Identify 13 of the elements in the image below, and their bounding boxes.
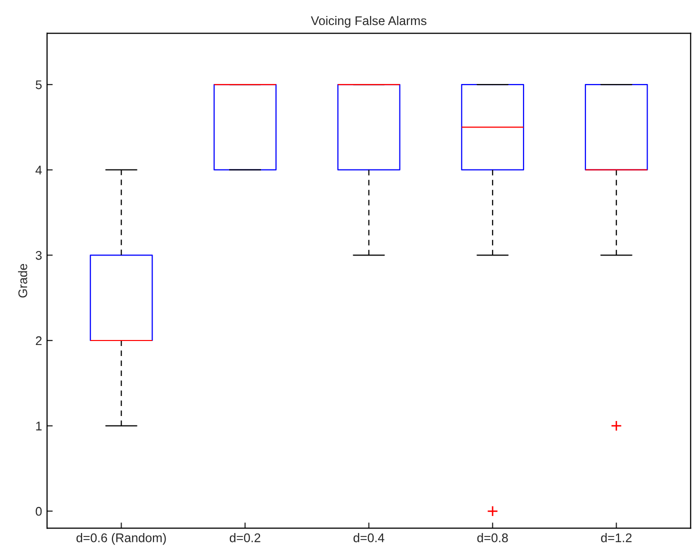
- y-axis-title: Grade: [18, 264, 28, 298]
- y-tick-label: 2: [36, 336, 42, 346]
- x-tick-label: d=0.4: [354, 533, 384, 542]
- y-tick-label: 5: [36, 80, 42, 90]
- y-tick-label: 1: [36, 422, 42, 430]
- x-tick-label: d=1.2: [601, 533, 632, 542]
- x-tick-label: d=0.2: [230, 533, 260, 542]
- y-tick-label: 4: [36, 166, 42, 174]
- y-tick-label: 3: [36, 250, 42, 260]
- chart-title: Voicing False Alarms: [310, 16, 426, 28]
- x-tick-label: d=0.6 (Random): [76, 533, 166, 545]
- x-tick-label: d=0.8: [477, 533, 508, 542]
- y-tick-label: 0: [36, 506, 42, 516]
